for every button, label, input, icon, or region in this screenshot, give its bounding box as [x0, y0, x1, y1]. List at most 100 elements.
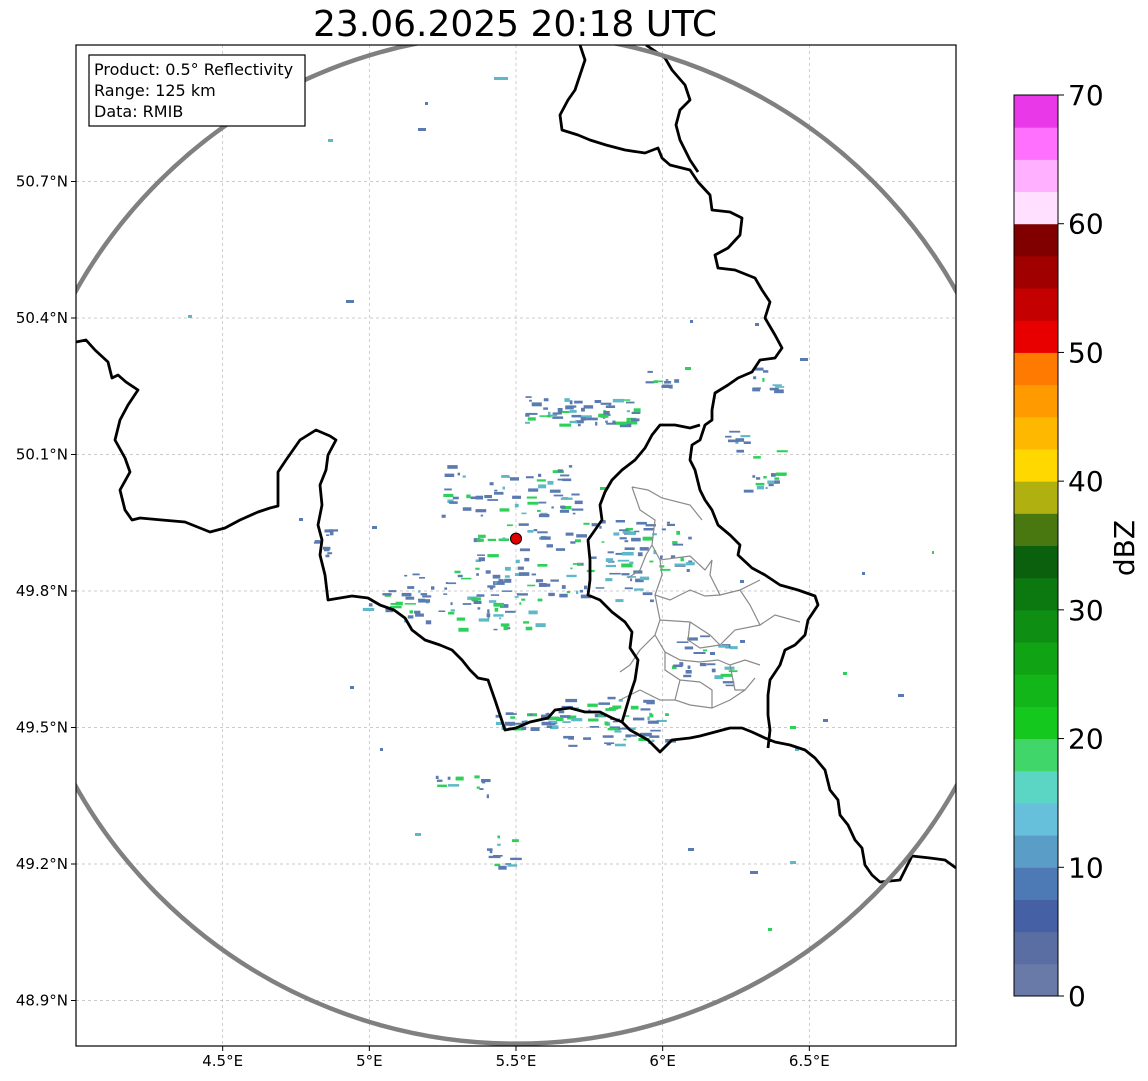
radar-echo-cell [740, 435, 751, 438]
radar-echo-cell [557, 408, 563, 412]
radar-echo-cell [487, 609, 490, 614]
radar-echo-cell [612, 420, 616, 425]
radar-echo-cell [722, 681, 735, 684]
radar-echo-cell [601, 541, 605, 543]
radar-echo-cell [615, 599, 624, 603]
radar-echo-cell [605, 708, 616, 711]
radar-echo-cell [619, 537, 627, 540]
radar-echo-cell [412, 573, 420, 576]
radar-echo-cell [570, 567, 573, 570]
radar-echo-cell [475, 559, 482, 562]
radar-echo-cell [420, 593, 428, 596]
radar-echo-cell [729, 430, 741, 433]
radar-echo-cell [484, 495, 492, 499]
x-tick-label: 6°E [649, 1052, 676, 1070]
radar-echo-cell [628, 531, 635, 535]
colorbar-tick-label: 60 [1068, 208, 1104, 241]
radar-echo-cell [649, 714, 654, 718]
radar-echo-cell [680, 557, 684, 562]
radar-echo-cell [549, 489, 561, 493]
colorbar-segment [1014, 835, 1058, 868]
radar-echo-cell [443, 493, 454, 497]
radar-echo-cell [543, 407, 548, 410]
radar-echo-cell [580, 417, 587, 421]
radar-echo-cell [502, 486, 505, 490]
radar-echo-cell [725, 435, 732, 438]
radar-echo-cell [728, 439, 740, 443]
radar-echo-cell [584, 585, 587, 590]
radar-echo-cell [524, 557, 530, 562]
radar-echo-cell [487, 554, 499, 558]
radar-echo-cell [639, 732, 652, 737]
radar-echo-cell [505, 863, 512, 865]
radar-echo-cell [562, 478, 572, 482]
radar-echo-cell [728, 670, 738, 673]
radar-echo-cell [530, 727, 540, 731]
radar-echo-cell [623, 399, 631, 401]
colorbar-tick-label: 40 [1068, 465, 1104, 498]
radar-echo-cell [475, 495, 484, 500]
radar-echo-cell [531, 402, 542, 407]
radar-echo-cell [690, 320, 693, 323]
radar-echo-cell [494, 863, 501, 867]
radar-echo-cell [647, 370, 653, 373]
colorbar-segment [1014, 867, 1058, 900]
colorbar-segment [1014, 320, 1058, 353]
x-tick-label: 4.5°E [202, 1052, 243, 1070]
radar-echo-cell [599, 525, 602, 529]
radar-echo-cell [665, 379, 669, 381]
radar-echo-cell [736, 449, 744, 453]
radar-echo-cell [466, 494, 471, 499]
colorbar-tick-label: 50 [1068, 336, 1104, 369]
x-tick-label: 5.5°E [496, 1052, 537, 1070]
radar-echo-cell [299, 518, 303, 521]
radar-echo-cell [476, 573, 479, 576]
radar-echo-cell [510, 716, 516, 719]
radar-echo-cell [437, 784, 447, 787]
radar-echo-cell [768, 482, 774, 487]
radar-echo-cell [488, 855, 501, 859]
radar-echo-cell [449, 501, 458, 504]
radar-echo-cell [328, 139, 333, 142]
radar-echo-cell [639, 576, 650, 581]
radar-echo-cell [687, 637, 698, 641]
colorbar-segment [1014, 963, 1058, 997]
radar-echo-cell [618, 699, 623, 702]
radar-echo-cell [407, 615, 414, 619]
radar-echo-cell [537, 598, 543, 602]
radar-echo-cell [512, 839, 519, 843]
radar-echo-cell [586, 417, 598, 421]
radar-echo-cell [649, 735, 660, 738]
radar-echo-cell [537, 509, 541, 512]
radar-echo-cell [323, 546, 331, 550]
radar-echo-cell [552, 412, 559, 415]
radar-echo-cell [645, 381, 655, 384]
radar-echo-cell [670, 555, 676, 559]
radar-echo-cell [555, 548, 566, 551]
radar-echo-cell [571, 508, 584, 511]
radar-echo-cell [560, 474, 570, 477]
radar-echo-cell [518, 523, 529, 526]
radar-echo-cell [470, 496, 479, 500]
radar-echo-cell [563, 735, 572, 739]
radar-echo-cell [495, 721, 504, 725]
colorbar-segment [1014, 609, 1058, 643]
radar-echo-cell [487, 615, 490, 619]
radar-echo-cell [598, 702, 610, 705]
radar-echo-cell [487, 538, 497, 541]
radar-echo-cell [683, 674, 692, 678]
radar-echo-cell [624, 587, 633, 590]
radar-echo-cell [598, 714, 605, 717]
radar-echo-cell [529, 713, 533, 716]
radar-echo-cell [525, 626, 533, 631]
radar-echo-cell [574, 400, 583, 404]
radar-echo-cell [527, 417, 536, 421]
radar-echo-cell [637, 552, 643, 557]
radar-echo-cell [652, 533, 657, 536]
radar-echo-cell [476, 594, 485, 597]
radar-echo-cell [527, 530, 534, 533]
radar-echo-cell [501, 590, 513, 592]
radar-echo-cell [706, 663, 716, 666]
radar-echo-cell [454, 570, 461, 574]
radar-echo-cell [576, 534, 587, 538]
